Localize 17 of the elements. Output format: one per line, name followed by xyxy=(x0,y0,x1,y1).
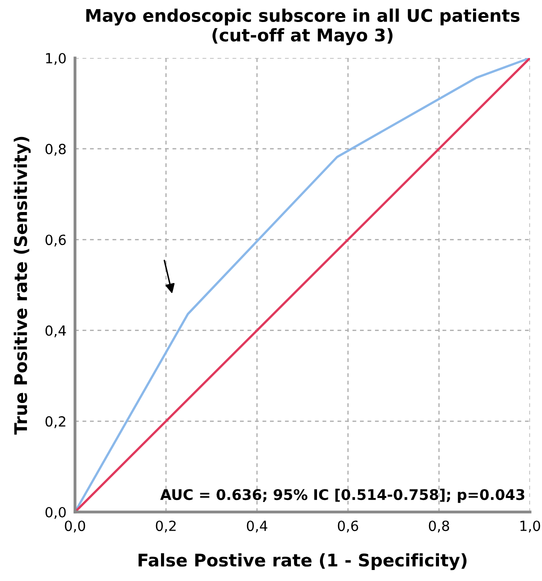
x-tick-label: 0,6 xyxy=(338,520,358,532)
chart-title: Mayo endoscopic subscore in all UC patients (cut-off at Mayo 3) xyxy=(86,8,520,46)
y-tick-label: 0,8 xyxy=(45,144,66,156)
x-tick-label: 0,4 xyxy=(246,520,268,532)
x-tick-label: 0,2 xyxy=(156,520,176,532)
y-tick-label: 0,6 xyxy=(45,234,66,246)
y-axis-title: True Positive rate (Sensitivity) xyxy=(14,136,31,435)
x-tick-label: 1,0 xyxy=(520,520,540,532)
line-series xyxy=(75,58,530,512)
y-tick-label: 0,0 xyxy=(45,506,66,519)
y-tick-label: 0,4 xyxy=(45,325,66,338)
x-tick-label: 0,0 xyxy=(64,520,86,532)
x-axis-title: False Postive rate (1 - Specificity) xyxy=(138,553,466,570)
y-tick-label: 0,2 xyxy=(45,416,66,428)
annotation: AUC = 0.636; 95% IC [0.514-0.758]; p=0.043 xyxy=(160,488,524,503)
x-tick-label: 0,8 xyxy=(428,520,450,532)
y-tick-label: 1,0 xyxy=(46,52,66,65)
